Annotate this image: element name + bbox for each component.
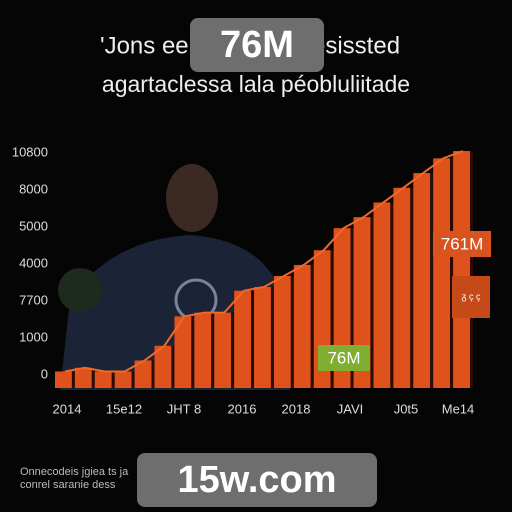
x-tick-label: 2018 (282, 401, 311, 416)
bar (154, 345, 172, 388)
y-tick-label: 8000 (19, 181, 48, 196)
title: 'Jons ee (100, 32, 189, 59)
x-tick-label: Me14 (442, 401, 475, 416)
bar (234, 290, 252, 388)
bar-shade (410, 187, 414, 388)
bar (453, 151, 470, 388)
bar (94, 371, 112, 388)
bar-shade (91, 367, 95, 388)
footer: Onnecodeis jgiea ts ja (20, 466, 129, 478)
bar (55, 371, 72, 388)
plant (58, 268, 102, 312)
bar (393, 187, 411, 388)
badge-text: 76M (220, 24, 294, 66)
bar (114, 371, 132, 388)
bar (293, 264, 311, 388)
bar (194, 312, 212, 388)
x-tick-label: JAVI (337, 401, 364, 416)
y-tick-label: 5000 (19, 218, 48, 233)
bar-shade (330, 250, 334, 388)
annotation: 76M (327, 348, 360, 367)
x-tick-label: 2016 (228, 401, 257, 416)
bar (74, 367, 92, 388)
bar (273, 275, 291, 388)
x-tick-label: 15e12 (106, 401, 142, 416)
title: esissted (312, 32, 400, 59)
bar-shade (430, 173, 434, 388)
annotation: ᵹ ç ç (461, 291, 481, 301)
badge (190, 18, 324, 72)
y-tick-label: 4000 (19, 255, 48, 270)
bar-shade (231, 312, 235, 388)
bar-shade (450, 158, 454, 388)
bar-shade (131, 371, 135, 388)
bar (373, 202, 391, 388)
x-tick-label: JHT 8 (167, 401, 201, 416)
bar-shade (191, 316, 195, 388)
x-tick-label: 2014 (53, 401, 82, 416)
bar-shade (270, 286, 274, 388)
y-tick-label: 10800 (12, 144, 48, 159)
bar-shade (211, 312, 215, 388)
bar-shade (310, 264, 314, 388)
badge (137, 453, 377, 507)
bar-shade (151, 360, 155, 388)
person-head (166, 164, 218, 232)
annotation-box (433, 231, 491, 257)
bar-shade (111, 371, 115, 388)
bar (174, 316, 192, 388)
bar (433, 158, 451, 388)
y-tick-label: 0 (41, 366, 48, 381)
annotation: 761M (441, 234, 484, 253)
y-tick-label: 7700 (19, 292, 48, 307)
annotation-box (452, 276, 490, 318)
annotation-box (318, 345, 370, 371)
subtitle: agartaclessa lala péobluliitade (102, 71, 410, 97)
trend-line (64, 150, 464, 373)
bar-shade (290, 275, 294, 388)
bar-shade (390, 202, 394, 388)
badge-text: 15w.com (177, 459, 336, 501)
bar (214, 312, 232, 388)
y-tick-label: 1000 (19, 329, 48, 344)
footer: conrel saranie dess (20, 479, 116, 491)
x-tick-label: J0t5 (394, 401, 419, 416)
bar (134, 360, 152, 388)
bar-shade (71, 371, 75, 388)
bar-shade (350, 228, 354, 388)
bar-shade (370, 217, 374, 388)
bar-shade (470, 151, 473, 388)
bar-shade (171, 345, 175, 388)
bar-shade (251, 290, 255, 388)
bar (254, 286, 271, 388)
bar (413, 173, 431, 388)
